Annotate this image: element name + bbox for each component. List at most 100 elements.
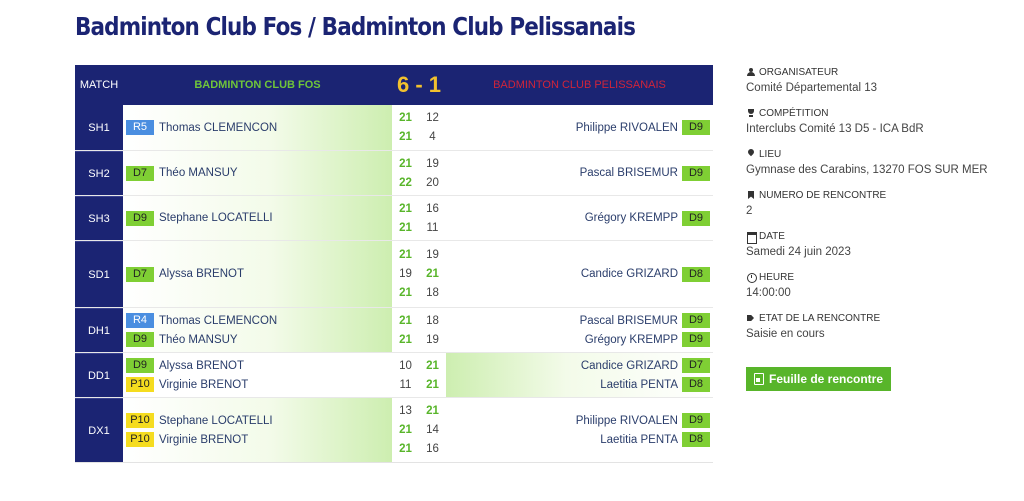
match-label: SH3 bbox=[75, 196, 123, 240]
away-set-points: 12 bbox=[426, 112, 439, 124]
away-set-points: 21 bbox=[426, 268, 439, 280]
date-label: DATE bbox=[759, 230, 785, 242]
player-name-link[interactable]: Alyssa BRENOT bbox=[159, 359, 244, 372]
rank-badge: P10 bbox=[126, 413, 154, 428]
info-organisateur: ORGANISATEUR Comité Départemental 13 bbox=[746, 66, 1016, 95]
rank-badge: P10 bbox=[126, 432, 154, 447]
heure-value: 14:00:00 bbox=[746, 287, 791, 299]
player-name-link[interactable]: Candice GRIZARD bbox=[580, 359, 678, 372]
player-name-link[interactable]: Thomas CLEMENCON bbox=[159, 314, 278, 327]
player-name-link[interactable]: Philippe RIVOALEN bbox=[575, 414, 678, 427]
match-row: SH2 D7 Théo MANSUY 21 19 22 20 Pascal BRISEMUR D… bbox=[75, 150, 713, 195]
rank-badge: D8 bbox=[682, 266, 710, 282]
player-name-link[interactable]: Virginie BRENOT bbox=[159, 433, 249, 446]
match-row: SD1 D7 Alyssa BRENOT 21 19 19 21 21 18 Candice GR… bbox=[75, 240, 713, 307]
player-name-link[interactable]: Pascal BRISEMUR bbox=[579, 167, 678, 179]
home-set-points: 21 bbox=[399, 112, 412, 124]
set-score: 21 16 bbox=[392, 441, 446, 458]
player-name-link[interactable]: Alyssa BRENOT bbox=[159, 268, 244, 280]
match-label: SH1 bbox=[75, 105, 123, 150]
home-set-points: 21 bbox=[399, 202, 412, 215]
home-players: D7 Théo MANSUY bbox=[123, 151, 392, 195]
away-players: Pascal BRISEMUR D9 Grégory KREMPP D9 bbox=[446, 308, 713, 352]
match-row: DH1 R4 Thomas CLEMENCON D9 Théo MANSUY 21 18 21… bbox=[75, 307, 713, 352]
player-name-link[interactable]: Laetitia PENTA bbox=[600, 433, 678, 446]
player-name-link[interactable]: Grégory KREMPP bbox=[584, 333, 678, 346]
player-name-link[interactable]: Philippe RIVOALEN bbox=[575, 121, 678, 134]
home-players: D9 Alyssa BRENOT P10 Virginie BRENOT bbox=[123, 353, 392, 397]
away-players: Philippe RIVOALEN D9 bbox=[446, 105, 713, 150]
home-players: D7 Alyssa BRENOT bbox=[123, 241, 392, 307]
away-set-points: 4 bbox=[429, 131, 436, 143]
player-name-link[interactable]: Laetitia PENTA bbox=[600, 378, 678, 391]
away-players: Candice GRIZARD D8 bbox=[446, 241, 713, 307]
player: R4 Thomas CLEMENCON bbox=[126, 312, 392, 329]
match-table: MATCH BADMINTON CLUB FOS 6 - 1 BADMINTON… bbox=[75, 65, 713, 463]
away-set-points: 21 bbox=[426, 359, 439, 372]
info-date: DATE Samedi 24 juin 2023 bbox=[746, 230, 1016, 259]
info-lieu: LIEU Gymnase des Carabins, 13270 FOS SUR… bbox=[746, 148, 1016, 177]
date-value: Samedi 24 juin 2023 bbox=[746, 246, 851, 258]
player: Grégory KREMPP D9 bbox=[585, 331, 710, 348]
home-set-points: 22 bbox=[399, 176, 412, 189]
rank-badge: D8 bbox=[682, 377, 710, 392]
info-etat: ETAT DE LA RENCONTRE Saisie en cours bbox=[746, 312, 1016, 341]
feuille-de-rencontre-button[interactable]: Feuille de rencontre bbox=[746, 367, 891, 391]
player-name-link[interactable]: Virginie BRENOT bbox=[159, 378, 249, 391]
home-players: R4 Thomas CLEMENCON D9 Théo MANSUY bbox=[123, 308, 392, 352]
away-team-name[interactable]: BADMINTON CLUB PELISSANAIS bbox=[493, 79, 666, 91]
rank-badge: P10 bbox=[126, 377, 154, 392]
set-score: 21 16 bbox=[392, 200, 446, 217]
set-score: 21 19 bbox=[392, 331, 446, 348]
away-players: Philippe RIVOALEN D9 Laetitia PENTA D8 bbox=[446, 398, 713, 462]
set-score: 13 21 bbox=[392, 403, 446, 420]
match-row: SH1 R5 Thomas CLEMENCON 21 12 21 4 Philippe RIV… bbox=[75, 105, 713, 150]
set-scores: 10 21 11 21 bbox=[392, 353, 446, 397]
home-set-points: 21 bbox=[399, 249, 412, 261]
player-name-link[interactable]: Grégory KREMPP bbox=[584, 212, 678, 224]
player-name-link[interactable]: Candice GRIZARD bbox=[580, 268, 678, 280]
rank-badge: D9 bbox=[126, 210, 154, 226]
rank-badge: D9 bbox=[682, 120, 710, 135]
rank-badge: D8 bbox=[682, 432, 710, 447]
player-name-link[interactable]: Théo MANSUY bbox=[159, 333, 238, 346]
rank-badge: D9 bbox=[682, 332, 710, 347]
match-label: DX1 bbox=[75, 398, 123, 462]
player: Candice GRIZARD D7 bbox=[581, 357, 710, 374]
player: Pascal BRISEMUR D9 bbox=[580, 312, 710, 329]
set-score: 10 21 bbox=[392, 357, 446, 374]
clock-icon bbox=[746, 272, 757, 283]
away-set-points: 11 bbox=[426, 221, 439, 234]
tag-icon bbox=[746, 313, 756, 323]
match-column-header: MATCH bbox=[79, 79, 119, 91]
away-players: Candice GRIZARD D7 Laetitia PENTA D8 bbox=[446, 353, 713, 397]
player-name-link[interactable]: Pascal BRISEMUR bbox=[579, 314, 678, 327]
organisateur-label: ORGANISATEUR bbox=[759, 66, 839, 78]
etat-label: ETAT DE LA RENCONTRE bbox=[759, 312, 881, 324]
set-scores: 21 18 21 19 bbox=[392, 308, 446, 352]
match-row: DD1 D9 Alyssa BRENOT P10 Virginie BRENOT 10 21… bbox=[75, 352, 713, 397]
player: Pascal BRISEMUR D9 bbox=[580, 165, 710, 182]
home-players: D9 Stephane LOCATELLI bbox=[123, 196, 392, 240]
player-name-link[interactable]: Stephane LOCATELLI bbox=[159, 212, 273, 224]
away-set-points: 19 bbox=[426, 333, 439, 346]
match-label: SH2 bbox=[75, 151, 123, 195]
organisateur-value: Comité Départemental 13 bbox=[746, 82, 878, 94]
away-set-points: 19 bbox=[426, 249, 439, 261]
home-set-points: 19 bbox=[399, 268, 412, 280]
home-players: P10 Stephane LOCATELLI P10 Virginie BRENOT bbox=[123, 398, 392, 462]
player-name-link[interactable]: Stephane LOCATELLI bbox=[159, 414, 273, 427]
player: Philippe RIVOALEN D9 bbox=[576, 119, 710, 136]
home-set-points: 21 bbox=[399, 424, 412, 436]
home-team-name[interactable]: BADMINTON CLUB FOS bbox=[194, 79, 321, 91]
bookmark-icon bbox=[746, 190, 756, 200]
away-set-points: 18 bbox=[426, 287, 439, 299]
rank-badge: D9 bbox=[126, 358, 154, 373]
player: D9 Théo MANSUY bbox=[126, 331, 392, 348]
away-players: Pascal BRISEMUR D9 bbox=[446, 151, 713, 195]
home-players: R5 Thomas CLEMENCON bbox=[123, 105, 392, 150]
player-name-link[interactable]: Thomas CLEMENCON bbox=[159, 121, 278, 134]
match-label: DH1 bbox=[75, 308, 123, 352]
set-scores: 13 21 21 14 21 16 bbox=[392, 398, 446, 462]
player-name-link[interactable]: Théo MANSUY bbox=[159, 167, 238, 179]
